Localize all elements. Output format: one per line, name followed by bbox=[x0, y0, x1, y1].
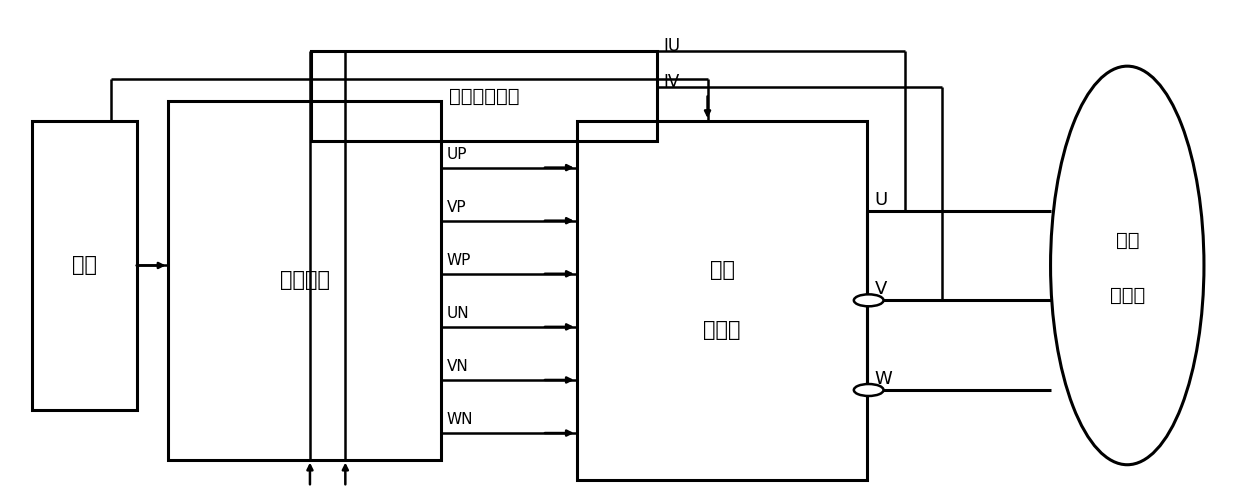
Bar bbox=[169, 101, 440, 460]
Text: U: U bbox=[875, 191, 888, 209]
Text: VP: VP bbox=[446, 200, 466, 215]
Circle shape bbox=[854, 384, 884, 396]
Text: WN: WN bbox=[446, 412, 474, 427]
Text: WP: WP bbox=[446, 253, 471, 268]
Bar bbox=[32, 121, 138, 410]
Text: W: W bbox=[875, 370, 893, 388]
Text: UN: UN bbox=[446, 306, 470, 321]
Circle shape bbox=[854, 295, 884, 306]
Text: V: V bbox=[875, 281, 888, 299]
Text: UP: UP bbox=[446, 147, 467, 162]
Bar bbox=[577, 121, 868, 479]
Text: VN: VN bbox=[446, 359, 469, 374]
Text: 控制芯片: 控制芯片 bbox=[279, 271, 330, 291]
Text: 三相: 三相 bbox=[709, 261, 734, 281]
Text: 变频: 变频 bbox=[1116, 231, 1140, 250]
Text: IU: IU bbox=[663, 37, 681, 55]
Text: 电源: 电源 bbox=[72, 256, 98, 276]
Text: IV: IV bbox=[663, 73, 680, 91]
Text: 压缩机: 压缩机 bbox=[1110, 286, 1145, 305]
Text: 电流检测电路: 电流检测电路 bbox=[449, 87, 520, 106]
Bar bbox=[311, 51, 657, 141]
Text: 逆变桥: 逆变桥 bbox=[703, 320, 740, 340]
